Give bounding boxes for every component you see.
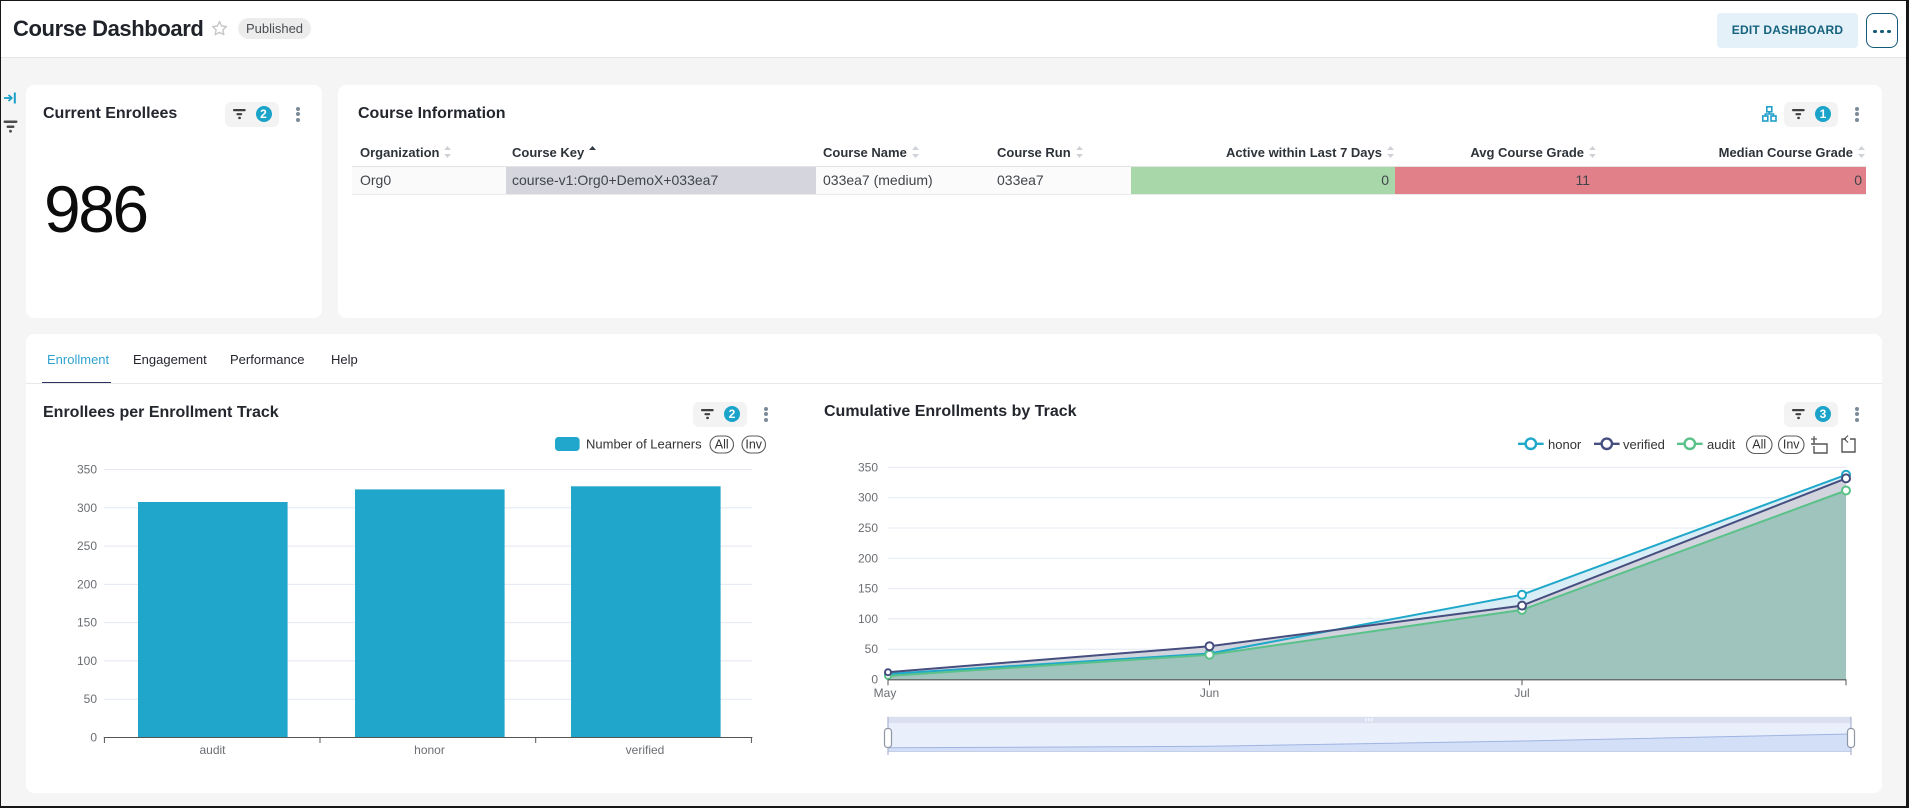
svg-text:verified: verified [1623,437,1665,452]
svg-text:honor: honor [414,743,445,757]
svg-text:audit: audit [199,743,226,757]
svg-text:Jun: Jun [1200,686,1219,700]
svg-text:100: 100 [858,612,878,626]
svg-text:verified: verified [626,743,665,757]
svg-text:0: 0 [871,673,878,687]
svg-text:Inv: Inv [745,438,762,452]
svg-text:50: 50 [865,642,879,656]
svg-text:audit: audit [1707,437,1736,452]
svg-text:200: 200 [77,577,97,591]
svg-text:150: 150 [858,582,878,596]
svg-text:0: 0 [90,731,97,745]
svg-text:All: All [1752,438,1766,452]
svg-text:350: 350 [77,463,97,477]
svg-text:50: 50 [84,692,98,706]
svg-text:Jul: Jul [1514,686,1529,700]
svg-text:300: 300 [858,491,878,505]
svg-text:All: All [715,438,729,452]
svg-text:250: 250 [77,539,97,553]
svg-text:300: 300 [77,501,97,515]
svg-text:150: 150 [77,616,97,630]
svg-text:200: 200 [858,551,878,565]
svg-text:350: 350 [858,460,878,474]
svg-text:May: May [874,686,897,700]
svg-text:Inv: Inv [1783,438,1800,452]
svg-text:250: 250 [858,521,878,535]
svg-text:100: 100 [77,654,97,668]
svg-text:Number of Learners: Number of Learners [586,437,702,452]
svg-text:honor: honor [1548,437,1582,452]
